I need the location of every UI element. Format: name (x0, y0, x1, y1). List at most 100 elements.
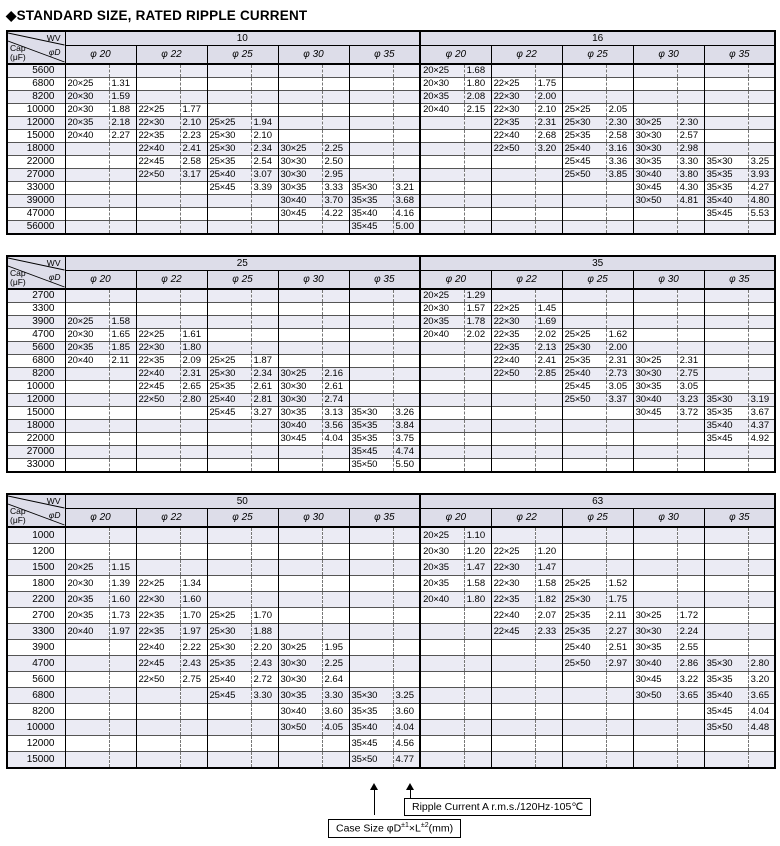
ripple-current-cell (463, 687, 492, 704)
case-size-cell (703, 623, 749, 640)
case-size-cell (64, 367, 109, 381)
case-size-cell (490, 393, 536, 407)
ripple-current-cell (179, 687, 207, 704)
case-size-cell: 30×40 (277, 194, 322, 208)
ripple-current-cell: 2.43 (179, 655, 207, 672)
ripple-current-cell (534, 671, 563, 688)
ripple-current-cell: 1.75 (605, 591, 634, 608)
case-size-cell: 20×35 (419, 575, 465, 592)
table-row: 22000 30×45 4.04 35×35 3.75 35×45 4.92 (7, 432, 776, 446)
ripple-current-cell (605, 543, 634, 560)
ripple-current-cell: 1.97 (179, 623, 207, 640)
case-size-cell (348, 671, 393, 688)
ripple-current-cell (747, 445, 776, 459)
case-size-cell: 22×50 (135, 168, 180, 182)
capacitance-cell: 33000 (7, 181, 66, 195)
ripple-current-cell: 2.75 (676, 367, 705, 381)
table-row: 1800 20×30 1.39 22×25 1.34 20×35 1.58 22×30 1.58… (7, 575, 776, 592)
case-size-cell (419, 432, 465, 446)
case-size-cell: 30×35 (632, 639, 678, 656)
corner-phi-d-label: φD (48, 47, 61, 57)
case-size-cell (206, 543, 251, 560)
ripple-current-cell (250, 458, 278, 472)
capacitance-cell: 15000 (7, 751, 66, 768)
case-size-cell: 20×25 (64, 559, 109, 576)
ripple-current-cell (463, 367, 492, 381)
case-size-cell (277, 302, 322, 316)
ripple-current-cell (676, 77, 705, 91)
case-size-cell (490, 406, 536, 420)
case-size-cell (703, 445, 749, 459)
ripple-current-cell: 2.20 (250, 639, 278, 656)
case-size-cell (632, 432, 678, 446)
case-size-cell (135, 559, 180, 576)
capacitance-cell: 15000 (7, 129, 66, 143)
ripple-current-cell (463, 380, 492, 394)
ripple-current-cell: 1.68 (463, 63, 492, 78)
ripple-current-cell (250, 288, 278, 303)
case-size-cell (277, 103, 322, 117)
case-size-cell: 22×40 (490, 607, 536, 624)
case-size-cell (703, 103, 749, 117)
diameter-header: φ 25 (206, 270, 278, 290)
ripple-current-cell: 3.17 (179, 168, 207, 182)
ripple-current-cell (179, 526, 207, 544)
case-size-cell (419, 735, 465, 752)
case-size-cell (561, 406, 607, 420)
ripple-current-cell (108, 168, 136, 182)
case-size-cell (206, 341, 251, 355)
ripple-current-cell (179, 735, 207, 752)
case-size-cell (419, 207, 465, 221)
case-size-cell (135, 419, 180, 433)
ripple-current-cell: 2.54 (250, 155, 278, 169)
ripple-current-cell: 2.02 (534, 328, 563, 342)
case-size-cell (561, 315, 607, 329)
case-size-cell (348, 655, 393, 672)
ripple-current-cell (463, 432, 492, 446)
case-size-cell: 20×40 (419, 591, 465, 608)
case-size-cell (277, 607, 322, 624)
ripple-current-cell (676, 419, 705, 433)
ripple-current-cell (534, 458, 563, 472)
case-size-cell (277, 129, 322, 143)
capacitance-cell: 6800 (7, 77, 66, 91)
case-size-cell (64, 194, 109, 208)
case-size-cell (561, 526, 607, 544)
case-note-p3: (mm) (428, 822, 454, 835)
case-size-cell: 22×35 (490, 341, 536, 355)
ripple-current-cell (321, 526, 349, 544)
case-size-cell (703, 220, 749, 234)
table-row: 3900 20×25 1.58 20×35 1.78 22×30 1.69 (7, 315, 776, 329)
ripple-current-cell (534, 380, 563, 394)
ripple-current-cell (463, 719, 492, 736)
ripple-current-cell: 3.13 (321, 406, 349, 420)
case-size-cell (419, 367, 465, 381)
case-size-cell: 22×40 (135, 639, 180, 656)
ripple-current-cell: 2.72 (250, 671, 278, 688)
case-size-cell: 30×50 (277, 719, 322, 736)
ripple-current-cell: 3.19 (747, 393, 776, 407)
case-size-cell (64, 703, 109, 720)
ripple-current-cell (534, 735, 563, 752)
case-size-cell (703, 751, 749, 768)
case-size-cell: 20×35 (64, 591, 109, 608)
case-size-cell: 22×30 (490, 103, 536, 117)
case-size-cell (277, 315, 322, 329)
ripple-current-cell: 1.77 (179, 103, 207, 117)
case-size-cell (632, 526, 678, 544)
ripple-current-cell (179, 77, 207, 91)
case-size-cell (206, 458, 251, 472)
capacitance-cell: 3900 (7, 639, 66, 656)
ripple-current-cell (392, 341, 421, 355)
case-size-cell: 20×40 (64, 129, 109, 143)
case-size-cell (348, 526, 393, 544)
ripple-current-cell (250, 445, 278, 459)
ripple-current-cell: 2.10 (179, 116, 207, 130)
case-size-cell: 25×25 (561, 103, 607, 117)
wv-group-header: 63 (419, 493, 776, 509)
case-size-cell (703, 735, 749, 752)
case-size-cell (703, 559, 749, 576)
ripple-current-cell: 2.57 (676, 129, 705, 143)
ripple-current-cell: 2.13 (534, 341, 563, 355)
case-size-cell (703, 341, 749, 355)
